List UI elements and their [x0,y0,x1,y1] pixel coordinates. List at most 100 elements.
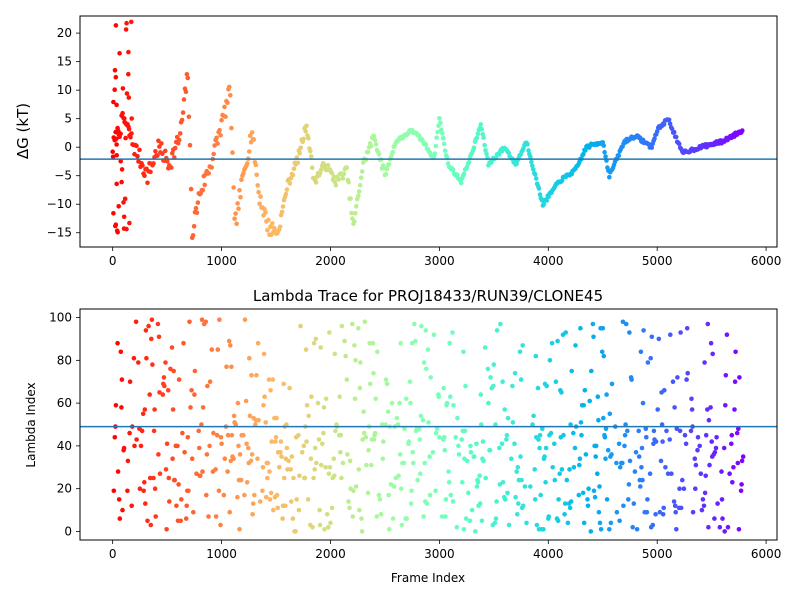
lambda-point [515,465,521,470]
lambda-point [682,432,688,438]
lambda-point [142,480,147,485]
lambda-point [595,394,601,400]
lambda-point [218,522,223,528]
delta-g-point [676,141,682,147]
lambda-point [320,441,325,447]
lambda-point [533,353,539,359]
delta-g-point [114,102,119,108]
lambda-point [255,456,260,462]
delta-g-point [148,169,153,175]
lambda-point [683,441,689,447]
lambda-point [252,492,257,498]
delta-g-point [478,122,484,127]
lambda-point [705,321,711,327]
delta-g-point [272,225,277,231]
lambda-point [147,392,152,397]
lambda-point [655,407,660,412]
lambda-point [255,340,261,346]
lambda-point [284,422,289,427]
lambda-panel: Lambda Trace for PROJ18433/RUN39/CLONE45… [24,287,781,585]
delta-g-point [329,170,335,176]
lambda-point [305,497,311,502]
lambda-point [588,529,594,534]
delta-g-point [124,91,130,96]
delta-g-point [232,216,237,221]
lambda-point [623,422,628,427]
delta-g-point [277,224,283,230]
lambda-point [674,426,680,432]
lambda-point [423,328,429,333]
y-tick-label: 60 [57,396,72,410]
lambda-point [671,499,677,504]
lambda-point [705,407,710,412]
delta-g-point [309,154,314,159]
lambda-point [640,477,645,483]
lambda-point [339,323,345,329]
lambda-point [590,321,596,327]
lambda-point [347,458,353,464]
lambda-point [117,516,123,521]
lambda-point [363,435,369,440]
lambda-point [563,330,568,335]
lambda-point [479,422,484,427]
lambda-point [736,426,741,432]
lambda-point [228,343,233,348]
lambda-point [559,390,564,395]
lambda-point [596,417,601,423]
lambda-point [461,527,467,532]
delta-g-point [303,129,308,134]
lambda-point [614,509,620,515]
lambda-point [464,458,470,464]
lambda-point [437,435,442,440]
delta-g-point [390,149,396,155]
lambda-point [211,430,216,436]
lambda-point [510,420,516,425]
lambda-point [517,349,523,355]
lambda-point [712,516,717,521]
delta-g-point [437,116,442,121]
lambda-point [257,499,263,504]
lambda-point [151,428,157,434]
lambda-point [269,439,275,444]
delta-g-point [254,172,259,178]
lambda-point [681,486,687,492]
y-tick-label: 40 [57,439,72,453]
lambda-point [297,473,302,479]
delta-g-point [177,131,183,136]
delta-g-point [194,210,200,215]
delta-g-point [304,123,309,129]
lambda-point [216,488,222,494]
lambda-point [397,400,402,406]
lambda-point [497,482,503,487]
lambda-point [166,475,172,481]
lambda-point [333,428,338,434]
lambda-point [603,426,609,432]
lambda-point [698,471,704,477]
lambda-point [660,512,666,517]
lambda-point [246,445,251,451]
lambda-point [241,432,246,438]
lambda-point [585,497,590,502]
lambda-point [552,477,558,483]
lambda-point [360,437,365,442]
lambda-point [589,368,594,374]
lambda-point [152,486,158,492]
lambda-point [157,390,162,395]
lambda-point [469,507,475,513]
lambda-point [374,514,380,519]
delta-g-point [346,179,352,185]
y-tick-label: 0 [64,140,72,154]
lambda-point [141,488,146,494]
delta-g-point [308,149,313,154]
lambda-point [650,522,656,528]
delta-g-point [160,151,165,156]
delta-g-point [544,198,549,203]
lambda-point [660,439,665,444]
lambda-point [323,396,329,402]
lambda-point [131,355,137,361]
delta-g-point [484,151,489,156]
lambda-point [327,465,333,470]
lambda-point [302,475,308,481]
lambda-point [699,507,705,513]
lambda-point [390,516,396,521]
